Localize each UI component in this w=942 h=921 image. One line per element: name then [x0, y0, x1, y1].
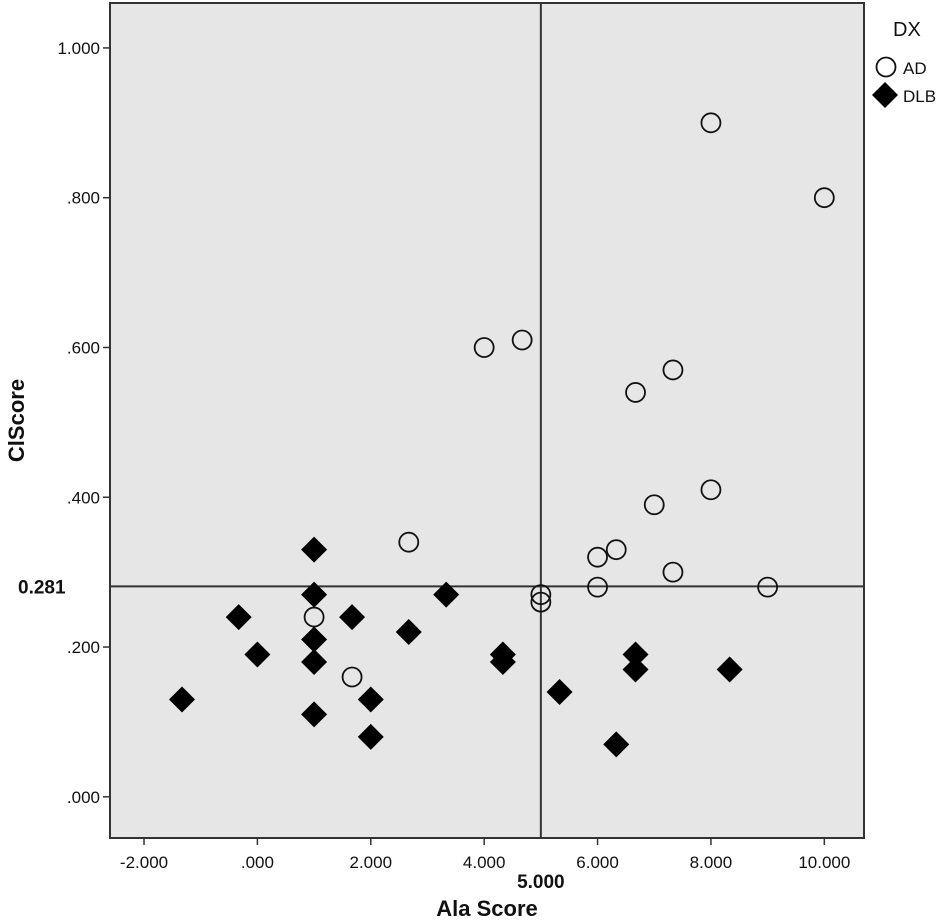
point-dlb	[301, 701, 328, 728]
x-tick-label: .000	[241, 853, 274, 872]
point-ad	[530, 584, 552, 606]
point-dlb	[622, 641, 649, 668]
point-ad	[605, 539, 627, 561]
point-ad	[625, 382, 646, 403]
ref-line-x-label: 5.000	[517, 872, 565, 893]
point-dlb	[603, 731, 630, 758]
point-ad	[700, 479, 722, 501]
y-tick-label: .800	[67, 189, 100, 208]
point-dlb	[546, 678, 573, 705]
ref-line-y-label: 0.281	[18, 577, 66, 598]
point-dlb	[225, 604, 252, 631]
point-ad	[813, 187, 835, 209]
x-axis-title: Ala Score	[436, 896, 538, 921]
legend: DX AD DLB	[872, 19, 936, 108]
x-tick-label: 8.000	[690, 853, 733, 872]
point-dlb	[357, 723, 384, 750]
point-ad	[587, 546, 608, 568]
legend-label-ad: AD	[903, 59, 927, 78]
point-dlb	[357, 686, 384, 713]
point-ad	[473, 337, 495, 358]
point-dlb	[301, 649, 328, 676]
point-ad	[643, 494, 665, 516]
x-tick-label: 6.000	[576, 853, 619, 872]
point-ad	[341, 666, 363, 688]
x-tick-label: 10.000	[798, 853, 850, 872]
y-tick-label: .000	[67, 788, 100, 807]
point-dlb	[622, 656, 649, 683]
point-dlb	[301, 626, 328, 653]
x-tick-label: 4.000	[463, 853, 506, 872]
point-dlb	[716, 656, 743, 683]
point-ad	[511, 329, 533, 351]
point-ad	[662, 561, 684, 583]
point-ad	[662, 359, 684, 381]
y-tick-label: .600	[67, 338, 100, 357]
axis-ticks: .000 .200 .400 .600 .800 1.000 -2.000 .000 2.000…	[57, 39, 850, 872]
point-ad	[398, 531, 420, 553]
point-ad	[530, 591, 552, 613]
legend-marker-ad	[875, 56, 897, 78]
point-ad	[700, 112, 722, 134]
y-tick-label: .200	[67, 638, 100, 657]
x-tick-label: 2.000	[350, 853, 393, 872]
reference-lines	[110, 3, 864, 838]
legend-title: DX	[893, 19, 921, 41]
point-dlb	[244, 641, 271, 668]
point-dlb	[489, 649, 516, 676]
point-ad	[587, 576, 608, 598]
x-tick-label: -2.000	[120, 853, 168, 872]
point-dlb	[395, 619, 422, 646]
data-points	[168, 112, 835, 758]
legend-label-dlb: DLB	[903, 87, 936, 106]
point-dlb	[339, 604, 366, 631]
legend-marker-dlb	[872, 82, 898, 108]
y-axis-title: ClScore	[4, 379, 29, 462]
point-dlb	[301, 581, 328, 608]
point-ad	[757, 576, 779, 598]
point-dlb	[301, 536, 328, 563]
plot-area	[109, 2, 865, 839]
y-tick-label: .400	[67, 488, 100, 507]
y-tick-label: 1.000	[57, 39, 100, 58]
point-dlb	[168, 686, 195, 713]
point-dlb	[433, 581, 460, 608]
